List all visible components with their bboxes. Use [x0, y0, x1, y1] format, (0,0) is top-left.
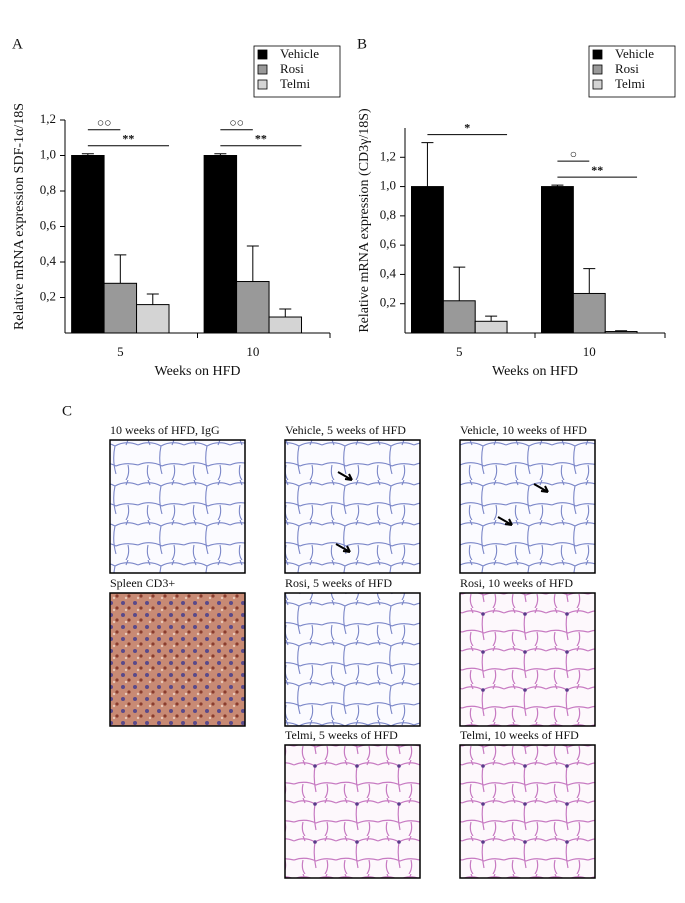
x-axis-label: Weeks on HFD — [492, 364, 578, 379]
y-tick-label: 0,4 — [380, 265, 397, 280]
panel-label: A — [12, 36, 23, 52]
legend-swatch — [592, 49, 603, 60]
error-bar — [485, 315, 498, 322]
y-tick-label: 1,0 — [380, 178, 396, 193]
y-axis-label: Relative mRNA expression SDF-1α/18S — [12, 103, 27, 330]
legend-swatch — [592, 64, 603, 75]
significance-mark: ○ — [570, 147, 577, 161]
y-tick-label: 0,4 — [40, 253, 57, 268]
y-tick-label: 1,2 — [380, 148, 396, 163]
error-bar — [81, 153, 94, 156]
y-axis-label: Relative mRNA expression (CD3γ/18S) — [357, 108, 372, 333]
significance-mark: * — [464, 120, 470, 134]
bar — [268, 316, 303, 334]
y-tick-label: 0,8 — [380, 207, 396, 222]
bar — [236, 281, 270, 334]
error-bar — [146, 293, 159, 305]
y-tick-label: 0,8 — [40, 182, 56, 197]
legend-box — [588, 45, 676, 98]
micrograph — [459, 744, 596, 879]
legend-label: Rosi — [280, 61, 304, 76]
y-tick-label: 1,0 — [40, 146, 56, 161]
bar — [604, 331, 638, 334]
bar — [474, 320, 508, 334]
error-bar — [615, 330, 628, 332]
legend-swatch — [257, 79, 268, 90]
legend-label: Telmi — [280, 76, 311, 91]
image-caption: Vehicle, 10 weeks of HFD — [460, 423, 587, 437]
bar — [541, 186, 574, 334]
x-tick-label: 5 — [117, 344, 124, 359]
image-caption: Telmi, 10 weeks of HFD — [460, 728, 579, 742]
y-tick-label: 1,2 — [40, 111, 56, 126]
x-axis-label: Weeks on HFD — [155, 364, 241, 379]
bar — [136, 304, 170, 334]
legend-swatch — [257, 64, 268, 75]
x-tick-label: 10 — [583, 344, 596, 359]
legend-swatch — [592, 79, 603, 90]
bar — [203, 155, 238, 334]
legend-label: Vehicle — [280, 46, 319, 61]
bar — [411, 186, 444, 334]
panel-label: C — [62, 403, 72, 419]
error-bar — [551, 184, 564, 187]
micrograph — [109, 592, 246, 727]
bar — [442, 300, 476, 334]
significance-mark: ○○ — [229, 115, 244, 129]
arrow — [337, 471, 353, 481]
micrograph — [284, 744, 421, 879]
arrow — [335, 543, 351, 553]
micrograph — [284, 439, 421, 574]
error-bar — [246, 245, 259, 282]
y-tick-label: 0,6 — [40, 217, 57, 232]
significance-mark: ** — [122, 131, 134, 145]
x-tick-label: 5 — [456, 344, 463, 359]
image-caption: Rosi, 10 weeks of HFD — [460, 576, 573, 590]
micrograph — [459, 439, 596, 574]
error-bar — [583, 268, 596, 294]
error-bar — [421, 142, 434, 187]
legend-label: Vehicle — [615, 46, 654, 61]
bar — [572, 292, 606, 334]
arrow — [533, 483, 549, 493]
legend-label: Rosi — [615, 61, 639, 76]
bar — [71, 155, 105, 334]
legend-label: Telmi — [615, 76, 646, 91]
image-caption: Rosi, 5 weeks of HFD — [285, 576, 392, 590]
arrow — [497, 516, 513, 526]
legend-box — [253, 45, 341, 98]
error-bar — [453, 266, 466, 301]
y-tick-label: 0,2 — [40, 288, 56, 303]
legend-swatch — [257, 49, 268, 60]
micrograph — [284, 592, 421, 727]
y-tick-label: 0,2 — [380, 295, 396, 310]
x-tick-label: 10 — [246, 344, 259, 359]
significance-mark: ** — [591, 163, 603, 177]
micrograph — [459, 592, 596, 727]
significance-mark: ○○ — [97, 115, 112, 129]
panel-label: B — [357, 36, 367, 52]
image-caption: Vehicle, 5 weeks of HFD — [285, 423, 406, 437]
image-caption: Telmi, 5 weeks of HFD — [285, 728, 398, 742]
image-caption: Spleen CD3+ — [110, 576, 175, 590]
micrograph — [109, 439, 246, 574]
image-caption: 10 weeks of HFD, IgG — [110, 423, 220, 437]
significance-mark: ** — [255, 131, 267, 145]
error-bar — [214, 153, 227, 156]
error-bar — [114, 254, 127, 284]
error-bar — [279, 308, 292, 318]
y-tick-label: 0,6 — [380, 236, 397, 251]
bar — [103, 282, 138, 334]
